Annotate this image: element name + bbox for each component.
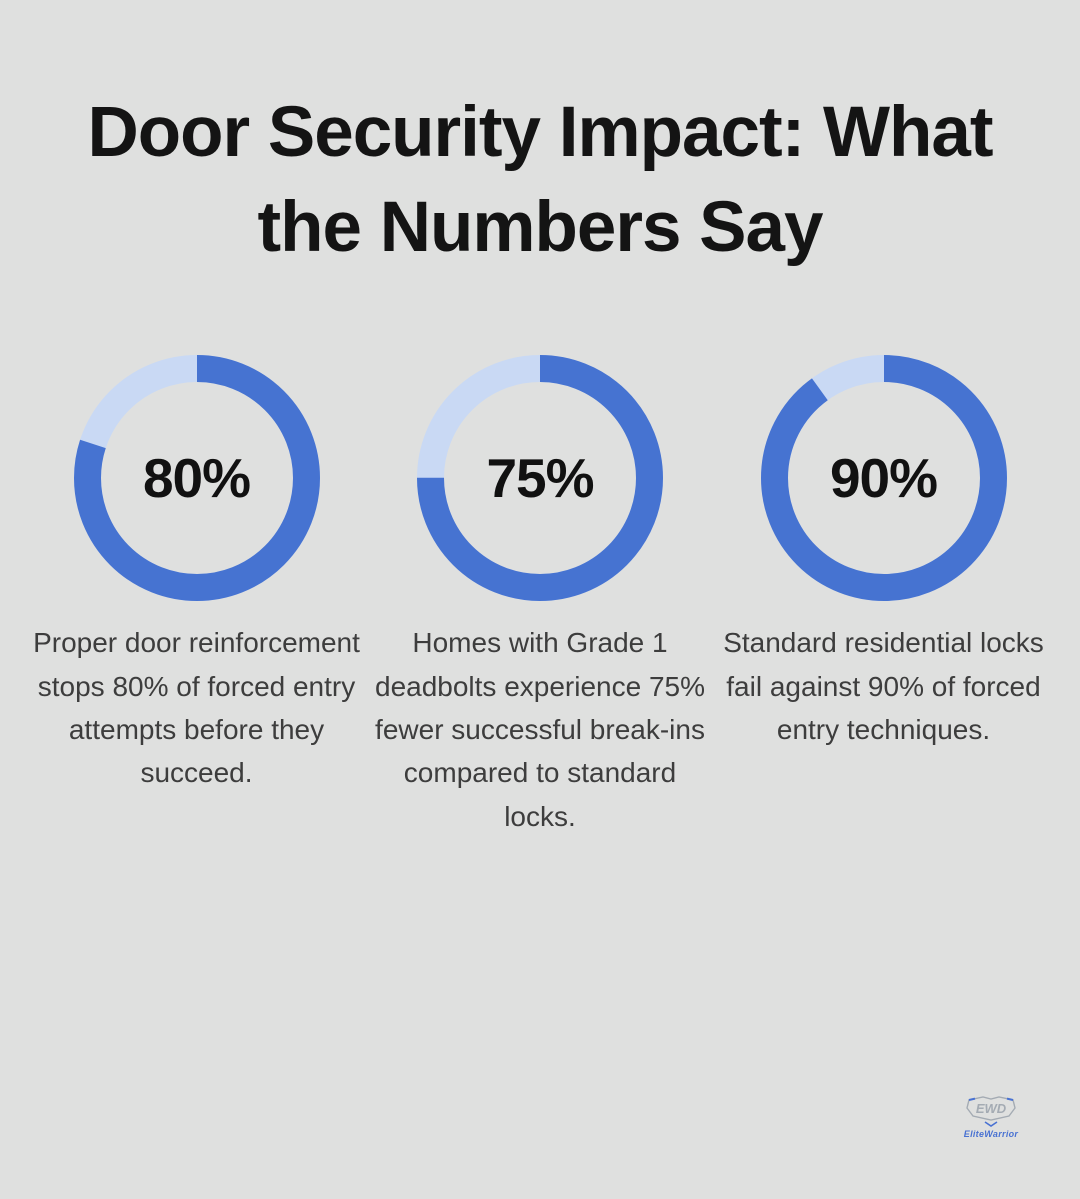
stat-column-reinforcement: 80% Proper door reinforcement stops 80% … <box>25 355 368 838</box>
donut-chart-80: 80% <box>73 355 320 602</box>
brand-logo: EWD EliteWarrior <box>952 1096 1030 1139</box>
donut-ring-icon <box>417 355 663 602</box>
logo-monogram: EWD <box>976 1101 1007 1116</box>
donut-chart-75: 75% <box>417 355 663 602</box>
donut-percent-label: 75% <box>486 447 594 510</box>
stat-column-deadbolts: 75% Homes with Grade 1 deadbolts experie… <box>369 355 712 838</box>
donut-ring-icon <box>73 355 320 602</box>
page-title-line-2: the Numbers Say <box>257 188 823 268</box>
donut-percent-label: 90% <box>829 447 938 510</box>
stat-caption: Standard residential locks fail against … <box>723 627 1044 746</box>
stat-caption: Homes with Grade 1 deadbolts experience … <box>375 627 706 832</box>
donut-chart-90: 90% <box>760 355 1007 602</box>
donut-percent-label: 80% <box>142 447 251 510</box>
logo-wordmark: EliteWarrior <box>963 1129 1019 1139</box>
stats-row: 80% Proper door reinforcement stops 80% … <box>0 355 1080 838</box>
donut-ring-icon <box>760 355 1007 602</box>
page-title-line-1: Door Security Impact: What <box>87 93 993 172</box>
stat-caption: Proper door reinforcement stops 80% of f… <box>33 627 360 789</box>
stat-column-standard-locks: 90% Standard residential locks fail agai… <box>712 355 1055 838</box>
shield-monogram-icon: EWD <box>966 1096 1016 1127</box>
page-title: Door Security Impact: What the Numbers S… <box>20 85 1060 275</box>
